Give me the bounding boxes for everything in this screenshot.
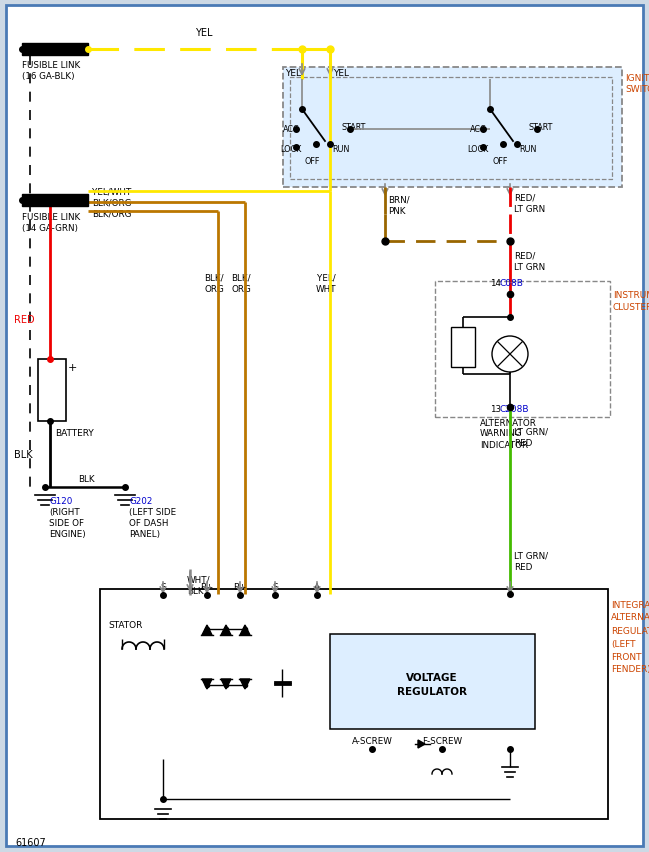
Text: BATTERY: BATTERY	[55, 429, 93, 438]
Circle shape	[492, 337, 528, 372]
Text: S: S	[272, 583, 278, 592]
Text: 61607: 61607	[15, 837, 45, 847]
Text: B+: B+	[234, 583, 247, 592]
Text: (14 GA-GRN): (14 GA-GRN)	[22, 224, 78, 233]
Bar	[290, 78, 612, 180]
Text: START: START	[342, 123, 367, 131]
Text: RED/: RED/	[514, 251, 535, 260]
Text: REGULATOR: REGULATOR	[611, 625, 649, 635]
Text: BRN/: BRN/	[388, 195, 410, 204]
Text: SIDE OF: SIDE OF	[49, 519, 84, 528]
Text: PNK: PNK	[388, 206, 406, 216]
Text: (LEFT: (LEFT	[611, 639, 635, 648]
Text: C208B: C208B	[500, 404, 530, 413]
Text: (16 GA-BLK): (16 GA-BLK)	[22, 72, 75, 80]
Polygon shape	[240, 625, 250, 636]
Text: FRONT: FRONT	[611, 652, 641, 660]
Text: (RIGHT: (RIGHT	[49, 508, 80, 517]
Text: C08B: C08B	[500, 279, 524, 288]
Bar	[38, 360, 66, 422]
Text: OF DASH: OF DASH	[129, 519, 169, 528]
Text: G120: G120	[49, 497, 73, 506]
Text: INSTRUMENT: INSTRUMENT	[613, 291, 649, 300]
Text: ENGINE): ENGINE)	[49, 530, 86, 538]
Text: LOCK: LOCK	[280, 146, 301, 154]
Text: BLK: BLK	[78, 475, 95, 484]
Text: WARNING: WARNING	[480, 429, 522, 438]
Text: VOLTAGE: VOLTAGE	[406, 672, 458, 682]
Text: WHT: WHT	[315, 285, 336, 293]
Text: WHT/: WHT/	[187, 575, 211, 584]
Text: LOCK: LOCK	[467, 146, 488, 154]
Text: RUN: RUN	[519, 146, 536, 154]
Polygon shape	[221, 679, 231, 689]
Text: FUSIBLE LINK: FUSIBLE LINK	[22, 213, 80, 222]
Bar	[451, 328, 475, 367]
Polygon shape	[202, 679, 212, 689]
Text: RED: RED	[514, 438, 532, 447]
Text: INTEGRAL: INTEGRAL	[611, 600, 649, 609]
Text: (LEFT SIDE: (LEFT SIDE	[129, 508, 176, 517]
Text: ALTERNATOR: ALTERNATOR	[480, 418, 537, 427]
Text: YEL: YEL	[333, 68, 349, 78]
Bar	[330, 634, 535, 729]
Text: REGULATOR: REGULATOR	[397, 686, 467, 696]
Text: BLK: BLK	[187, 586, 204, 595]
Bar	[22, 195, 88, 207]
Text: RED/: RED/	[514, 193, 535, 202]
Text: 14: 14	[490, 279, 501, 288]
Text: S: S	[160, 583, 165, 592]
Text: LT GRN/: LT GRN/	[514, 551, 548, 560]
Text: YEL: YEL	[195, 28, 212, 38]
Text: A: A	[314, 583, 320, 592]
Text: +: +	[68, 363, 77, 372]
Text: INDICATOR: INDICATOR	[480, 440, 528, 449]
Text: RED: RED	[14, 314, 34, 325]
Text: BLK/ORG: BLK/ORG	[92, 210, 131, 218]
Polygon shape	[221, 625, 231, 636]
Text: PANEL): PANEL)	[129, 530, 160, 538]
Bar	[22, 44, 88, 56]
Bar	[100, 590, 608, 819]
Text: F-SCREW: F-SCREW	[422, 737, 462, 746]
Text: RUN: RUN	[332, 146, 349, 154]
Text: FUSIBLE LINK: FUSIBLE LINK	[22, 60, 80, 69]
Text: START: START	[529, 123, 554, 131]
Text: B+: B+	[201, 583, 214, 592]
Polygon shape	[240, 679, 250, 689]
Text: OFF: OFF	[305, 158, 321, 166]
Text: ACC: ACC	[283, 125, 300, 135]
Text: FENDER): FENDER)	[611, 665, 649, 674]
Text: ALTERNATOR: ALTERNATOR	[611, 613, 649, 622]
Text: G202: G202	[129, 497, 153, 506]
Text: 13: 13	[490, 404, 501, 413]
Text: LT GRN: LT GRN	[514, 262, 545, 271]
Text: ORG: ORG	[204, 285, 224, 293]
Text: STATOR: STATOR	[108, 619, 142, 629]
Text: YEL: YEL	[285, 68, 301, 78]
Text: BLK/: BLK/	[231, 273, 251, 282]
Text: SWITCH: SWITCH	[625, 85, 649, 95]
Bar	[435, 282, 610, 417]
Text: IGNITION: IGNITION	[625, 73, 649, 83]
Text: LT GRN/: LT GRN/	[514, 427, 548, 436]
Text: YEL/WHT: YEL/WHT	[92, 187, 131, 196]
Text: RED: RED	[514, 561, 532, 571]
Bar	[283, 68, 622, 187]
Text: CLUSTER: CLUSTER	[613, 303, 649, 312]
Text: OFF: OFF	[493, 158, 508, 166]
Text: BLK/ORG: BLK/ORG	[92, 199, 131, 207]
Text: ORG: ORG	[231, 285, 251, 293]
Text: ACC: ACC	[470, 125, 487, 135]
Text: BLK/: BLK/	[204, 273, 224, 282]
Text: YEL/: YEL/	[317, 273, 336, 282]
Polygon shape	[418, 740, 425, 748]
Text: BLK: BLK	[14, 450, 32, 459]
Text: LT GRN: LT GRN	[514, 204, 545, 213]
Polygon shape	[202, 625, 212, 636]
Text: A-SCREW: A-SCREW	[352, 737, 393, 746]
